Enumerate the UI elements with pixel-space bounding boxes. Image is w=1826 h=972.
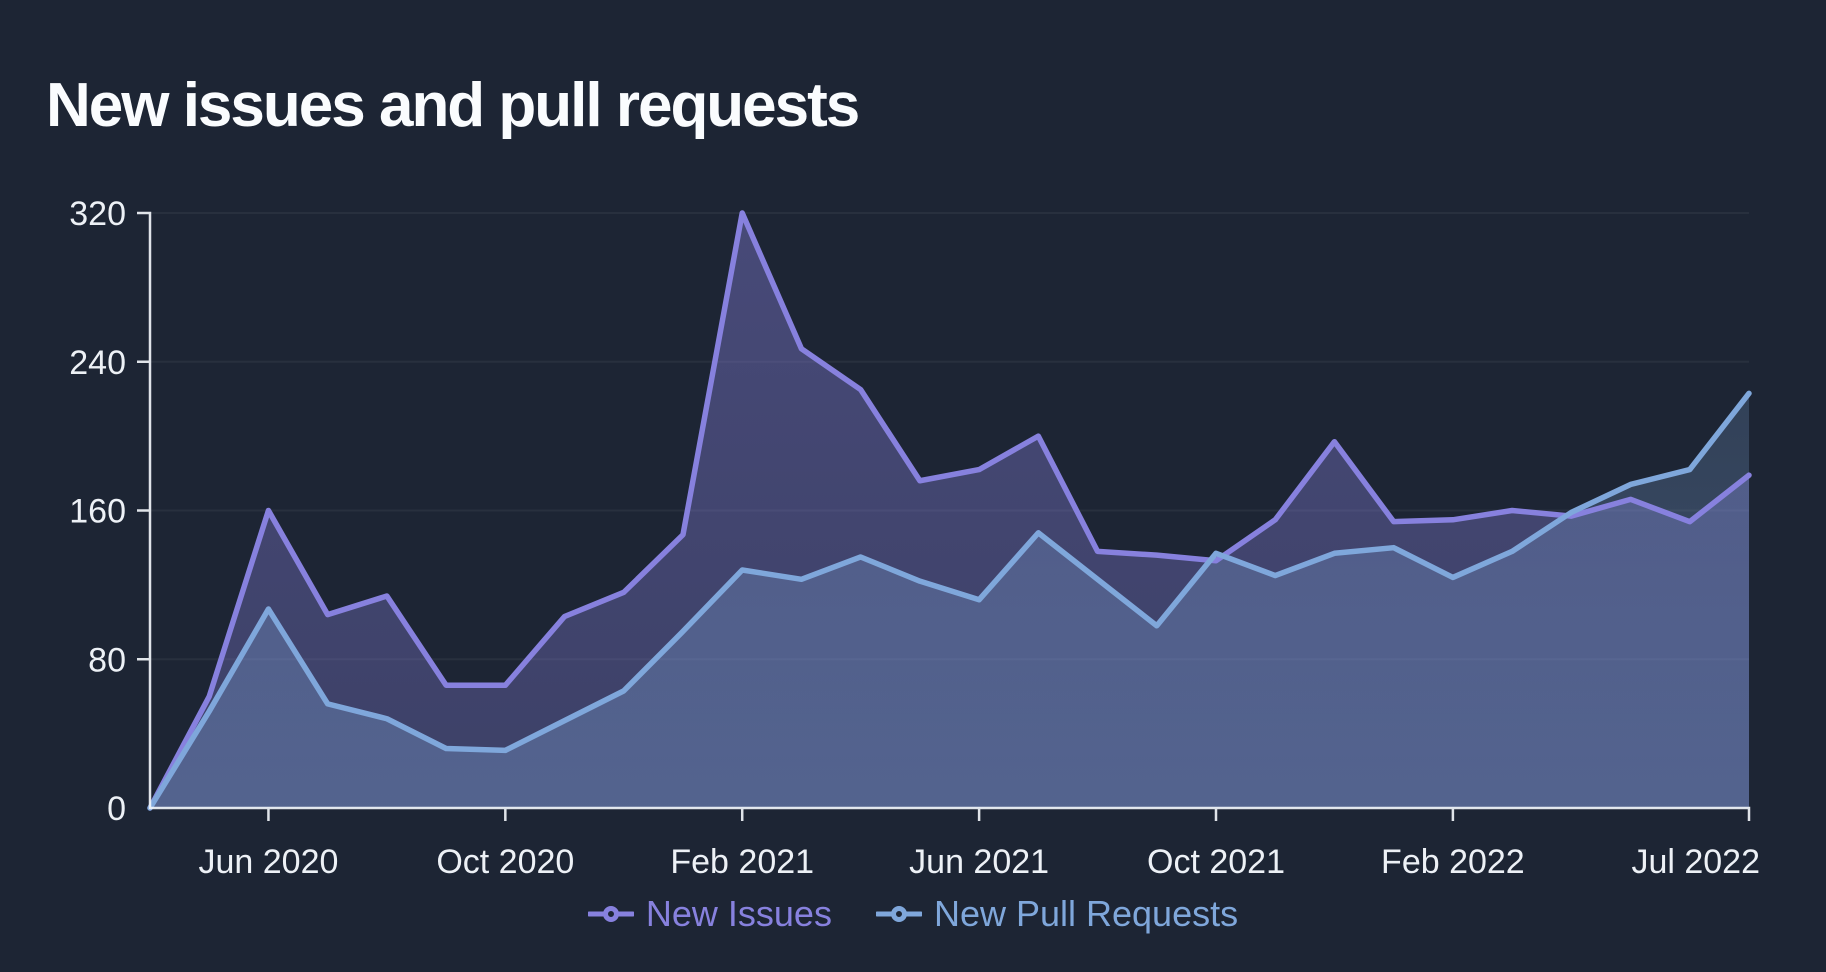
y-tick-label: 320: [69, 195, 126, 233]
chart-title: New issues and pull requests: [46, 70, 860, 140]
chart-legend: New Issues New Pull Requests: [0, 893, 1826, 935]
legend-label: New Issues: [645, 893, 832, 934]
legend-label: New Pull Requests: [933, 893, 1239, 934]
y-tick-label: 0: [107, 790, 126, 828]
new-issues-line: [147, 210, 1752, 811]
y-tick-label: 80: [88, 641, 126, 679]
x-tick-label: Feb 2022: [1381, 843, 1525, 881]
legend-item-new-pull-requests[interactable]: New Pull Requests: [875, 893, 1239, 935]
y-tick-label: 240: [69, 344, 126, 382]
line-dot-marker-icon: [587, 906, 634, 922]
new-pull-requests-area: [150, 393, 1749, 808]
x-tick-label: Oct 2021: [1147, 843, 1285, 881]
x-tick-label: Jul 2022: [1631, 843, 1760, 881]
axes: [137, 211, 1751, 821]
legend-item-new-issues[interactable]: New Issues: [587, 893, 832, 935]
line-dot-marker-icon: [875, 906, 922, 922]
x-tick-label: Jun 2020: [198, 843, 338, 881]
x-tick-label: Oct 2020: [436, 843, 574, 881]
y-tick-label: 160: [69, 493, 126, 531]
new-pull-requests-line: [147, 390, 1752, 811]
x-tick-label: Feb 2021: [670, 843, 814, 881]
x-tick-label: Jun 2021: [909, 843, 1049, 881]
